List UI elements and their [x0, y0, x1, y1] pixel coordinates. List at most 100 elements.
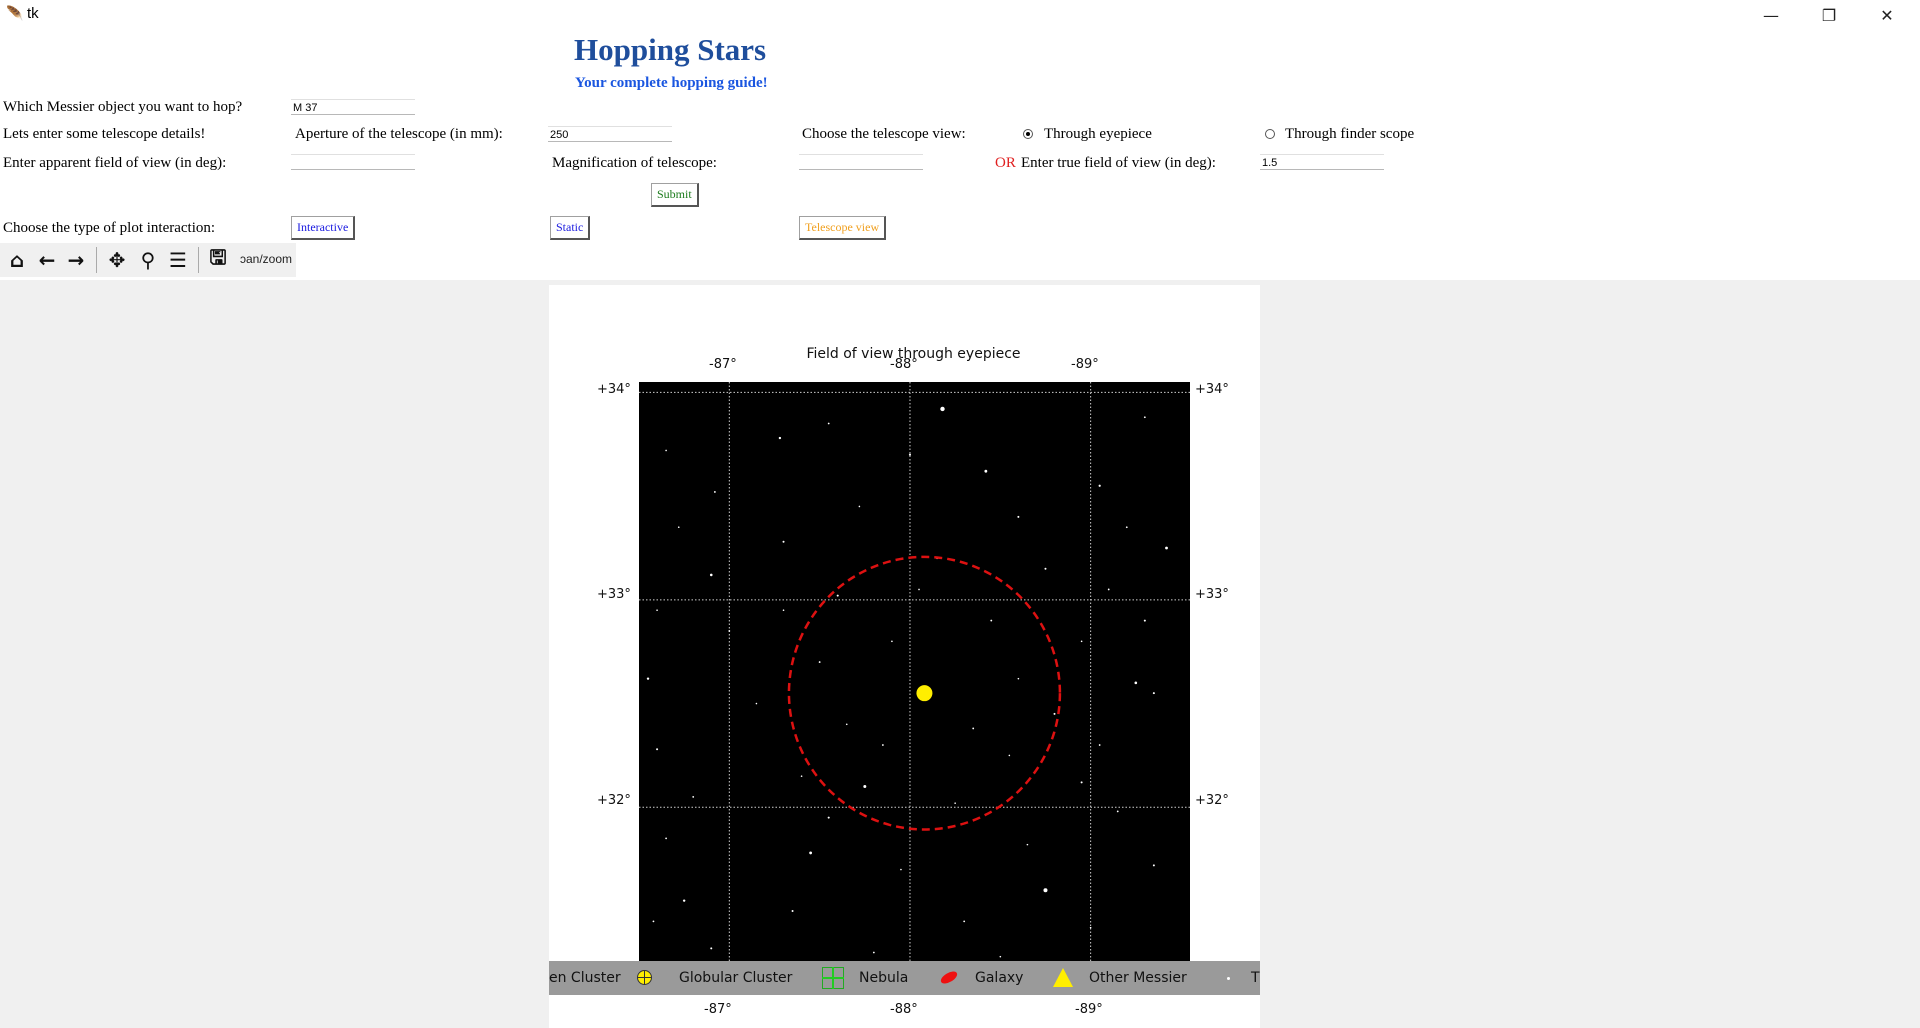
magnification-label: Magnification of telescope: [552, 155, 717, 171]
plot-figure[interactable]: Field of view through eyepiece -87° -88°… [549, 285, 1260, 1028]
star-point [1080, 781, 1083, 784]
star-point [1089, 926, 1092, 929]
star-point [900, 868, 902, 871]
radio-eyepiece[interactable] [1023, 129, 1033, 139]
star-point [800, 775, 803, 777]
star-point [1165, 546, 1168, 550]
star-point [891, 640, 893, 643]
star-point [818, 661, 821, 663]
y-tick-right: +33° [1195, 587, 1229, 602]
x-tick-bottom: -87° [704, 1002, 732, 1017]
star-point [710, 947, 713, 950]
star-point [872, 951, 875, 954]
star-point [665, 837, 667, 840]
star-point [963, 920, 966, 923]
star-point [881, 744, 884, 746]
x-tick-top: -88° [890, 357, 918, 372]
star-point [755, 702, 758, 705]
tk-feather-icon: 🪶 [6, 6, 24, 22]
y-tick-right: +34° [1195, 382, 1229, 397]
y-tick-left: +33° [597, 587, 631, 602]
star-point [1044, 567, 1047, 570]
star-point [682, 899, 686, 902]
star-point [646, 677, 650, 680]
sky-plot-svg[interactable] [639, 382, 1190, 994]
star-point [782, 540, 785, 543]
y-tick-left: +34° [597, 382, 631, 397]
true-fov-label: Enter true field of view (in deg): [1021, 155, 1216, 171]
minimize-icon[interactable]: — [1763, 5, 1779, 25]
star-point [791, 910, 794, 913]
telescope-details-label: Lets enter some telescope details! [3, 126, 206, 142]
star-point [677, 526, 680, 529]
or-label: OR [995, 155, 1016, 171]
star-point [954, 802, 956, 804]
pan-icon[interactable]: ✥ [108, 248, 126, 272]
toolbar-separator [96, 247, 97, 273]
magnification-input[interactable] [799, 154, 923, 170]
true-fov-input[interactable]: 1.5 [1260, 154, 1384, 170]
legend-nebula: Nebula [859, 970, 909, 986]
star-point [778, 436, 782, 440]
star-point [1098, 484, 1101, 487]
save-icon[interactable]: 🖫 [209, 245, 227, 269]
apparent-fov-label: Enter apparent field of view (in deg): [3, 155, 227, 171]
legend-galaxy: Galaxy [975, 970, 1024, 986]
star-point [1098, 744, 1101, 746]
static-button[interactable]: Static [550, 216, 591, 240]
window-title: tk [27, 5, 39, 22]
x-tick-bottom: -89° [1075, 1002, 1103, 1017]
back-icon[interactable]: ← [38, 248, 56, 272]
app-subtitle: Your complete hopping guide! [575, 75, 768, 91]
view-label: Choose the telescope view: [802, 126, 966, 142]
star-point [858, 505, 861, 508]
configure-icon[interactable]: ☰ [169, 248, 187, 272]
x-tick-top: -87° [709, 357, 737, 372]
star-point [652, 920, 655, 923]
aperture-input[interactable]: 250 [548, 126, 672, 142]
star-point [656, 748, 659, 751]
star-point [1008, 754, 1011, 757]
radio-eyepiece-label[interactable]: Through eyepiece [1044, 126, 1152, 142]
star-point [809, 851, 813, 855]
globular-cluster-icon [637, 970, 652, 985]
app-title: Hopping Stars [574, 32, 767, 67]
star-point [836, 594, 839, 597]
grid-lines [639, 382, 1190, 994]
close-icon[interactable]: ✕ [1880, 5, 1894, 25]
star-point [1026, 843, 1029, 846]
forward-icon[interactable]: → [67, 248, 85, 272]
star-point [999, 955, 1002, 958]
nav-toolbar [0, 243, 296, 277]
messier-label: Which Messier object you want to hop? [3, 99, 243, 115]
submit-button[interactable]: Submit [651, 183, 699, 207]
star-point [972, 727, 975, 730]
apparent-fov-input[interactable] [291, 154, 415, 170]
star-icon [1227, 977, 1230, 980]
interaction-label: Choose the type of plot interaction: [3, 220, 216, 236]
star-point [1017, 515, 1020, 518]
legend-other-messier: Other Messier [1089, 970, 1187, 986]
y-tick-right: +32° [1195, 793, 1229, 808]
target-marker[interactable] [916, 685, 933, 702]
zoom-icon[interactable]: ⚲ [140, 248, 156, 272]
star-point [1152, 692, 1155, 695]
radio-finder-scope-label[interactable]: Through finder scope [1285, 126, 1415, 142]
home-icon[interactable]: ⌂ [9, 248, 25, 272]
x-tick-bottom: -88° [890, 1002, 918, 1017]
restore-icon[interactable]: ❐ [1821, 5, 1837, 25]
galaxy-icon [938, 969, 960, 986]
plot-title: Field of view through eyepiece [806, 346, 1021, 362]
messier-input[interactable]: M 37 [291, 99, 415, 115]
star-point [782, 609, 785, 612]
star-point [827, 816, 830, 819]
star-point [1125, 526, 1128, 529]
other-messier-icon [1053, 968, 1073, 987]
telescope-view-button[interactable]: Telescope view [799, 216, 887, 240]
interactive-button[interactable]: Interactive [291, 216, 356, 240]
legend-stars: T [1251, 970, 1260, 986]
star-point [1134, 681, 1138, 685]
legend-globular-cluster: Globular Cluster [679, 970, 793, 986]
radio-finder-scope[interactable] [1265, 129, 1275, 139]
legend-open-cluster: en Cluster [549, 970, 621, 986]
